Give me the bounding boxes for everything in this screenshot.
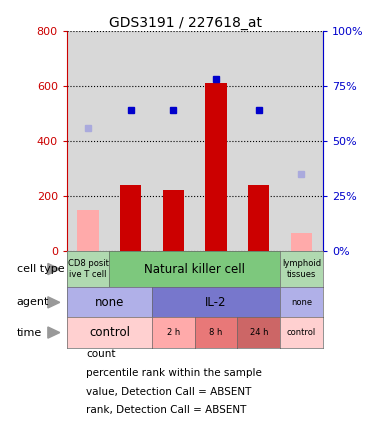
Bar	[237, 31, 280, 251]
Text: Natural killer cell: Natural killer cell	[144, 262, 245, 276]
Text: percentile rank within the sample: percentile rank within the sample	[86, 368, 262, 378]
Bar	[163, 190, 184, 251]
Text: cell type: cell type	[17, 264, 64, 274]
Text: count: count	[86, 349, 116, 359]
Bar	[206, 83, 227, 251]
Text: lymphoid
tissues: lymphoid tissues	[282, 259, 321, 279]
Text: control: control	[89, 326, 130, 339]
Text: GDS3191 / 227618_at: GDS3191 / 227618_at	[109, 16, 262, 30]
Bar	[109, 31, 152, 251]
Bar	[78, 210, 99, 251]
Text: time: time	[17, 328, 42, 337]
Bar	[120, 185, 141, 251]
Polygon shape	[48, 297, 60, 308]
Polygon shape	[48, 327, 60, 338]
Bar	[248, 185, 269, 251]
Text: IL-2: IL-2	[206, 296, 227, 309]
Text: 24 h: 24 h	[250, 328, 268, 337]
Text: none: none	[291, 298, 312, 307]
Bar	[291, 233, 312, 251]
Bar	[152, 31, 195, 251]
Text: 8 h: 8 h	[209, 328, 223, 337]
Bar	[280, 31, 323, 251]
Text: CD8 posit
ive T cell: CD8 posit ive T cell	[68, 259, 109, 279]
Text: none: none	[95, 296, 124, 309]
Text: control: control	[287, 328, 316, 337]
Bar	[67, 31, 109, 251]
Bar	[195, 31, 237, 251]
Text: value, Detection Call = ABSENT: value, Detection Call = ABSENT	[86, 387, 252, 396]
Polygon shape	[48, 263, 60, 275]
Text: rank, Detection Call = ABSENT: rank, Detection Call = ABSENT	[86, 405, 246, 415]
Text: 2 h: 2 h	[167, 328, 180, 337]
Text: agent: agent	[17, 297, 49, 307]
